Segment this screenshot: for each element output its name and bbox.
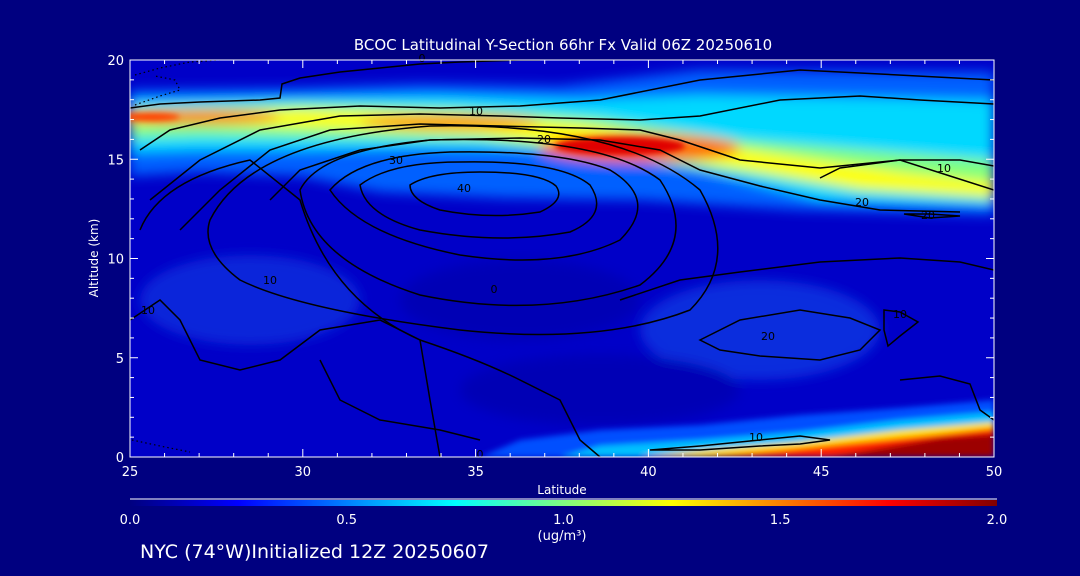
field-patch <box>140 255 360 345</box>
contour-line <box>130 299 441 457</box>
field-patch <box>400 260 640 340</box>
contour-label: 20 <box>761 330 775 343</box>
contour-label: 10 <box>263 274 277 287</box>
contour-label: 30 <box>389 154 403 167</box>
contour-line <box>698 309 882 361</box>
contour-line <box>359 161 598 239</box>
y-tick-label: 5 <box>116 352 124 367</box>
contour-label: 20 <box>921 209 935 222</box>
x-tick-label: 45 <box>813 465 830 480</box>
contour-label: 20 <box>537 133 551 146</box>
contour-label: 0 <box>477 448 484 461</box>
contour-line <box>131 439 191 453</box>
contour-label: 40 <box>457 182 471 195</box>
contour-line <box>329 151 639 261</box>
footer-info: NYC (74°W)Initialized 12Z 20250607 <box>140 541 489 563</box>
contour-label: 10 <box>893 308 907 321</box>
x-tick-label: 35 <box>467 465 484 480</box>
dotted-contours <box>131 60 221 453</box>
x-tick-label: 50 <box>986 465 1003 480</box>
x-tick-label: 40 <box>640 465 657 480</box>
x-tick-label: 25 <box>122 465 139 480</box>
colorbar-tick-label: 0.5 <box>336 513 357 528</box>
plume-orange <box>130 110 280 124</box>
field-patch <box>640 280 880 380</box>
contour-line <box>149 95 994 201</box>
contour-line <box>819 159 994 191</box>
heatmap-field <box>130 60 994 457</box>
contour-line <box>649 435 831 451</box>
contour-line <box>319 359 481 441</box>
x-axis: 25 30 35 40 45 50 <box>122 60 1003 480</box>
contour-line <box>269 137 961 213</box>
colorbar-tick-label: 1.5 <box>770 513 791 528</box>
colorbar-tick-label: 2.0 <box>987 513 1008 528</box>
contour-label: 10 <box>937 162 951 175</box>
y-axis: 0 5 10 15 20 <box>107 54 994 466</box>
contour-line <box>207 125 719 336</box>
plume-core <box>130 113 180 121</box>
colorbar-unit: (ug/m³) <box>538 529 587 544</box>
contour-line <box>299 138 677 307</box>
contour-label: 20 <box>855 196 869 209</box>
y-axis-label: Altitude (km) <box>87 219 101 298</box>
colorbar <box>130 500 997 506</box>
field-patch <box>460 355 740 425</box>
contour-line <box>903 213 961 219</box>
colorbar-tick-label: 1.0 <box>553 513 574 528</box>
contour-line <box>899 375 994 421</box>
x-tick-label: 30 <box>295 465 312 480</box>
contour-labels: 0 10 20 30 40 20 10 20 20 10 10 10 10 0 0 <box>141 52 951 461</box>
contour-label: 0 <box>491 283 498 296</box>
y-tick-label: 20 <box>107 54 124 69</box>
contour-label: 0 <box>419 52 426 65</box>
contour-lines <box>130 60 994 457</box>
y-tick-label: 15 <box>107 153 124 168</box>
contour-label: 10 <box>749 431 763 444</box>
x-axis-label: Latitude <box>537 483 586 497</box>
y-tick-label: 0 <box>116 451 124 466</box>
contour-line <box>139 159 601 457</box>
colorbar-ticks: 0.0 0.5 1.0 1.5 2.0 <box>120 513 1008 528</box>
contour-line <box>409 171 560 217</box>
colorbar-tick-label: 0.0 <box>120 513 141 528</box>
contour-label: 10 <box>141 304 155 317</box>
contour-line <box>619 257 994 301</box>
contour-line <box>130 60 540 109</box>
contour-line <box>134 60 221 76</box>
contour-line <box>139 69 994 151</box>
contour-line <box>883 309 920 348</box>
chart-title: BCOC Latitudinal Y-Section 66hr Fx Valid… <box>354 36 772 54</box>
y-tick-label: 10 <box>107 253 124 268</box>
surface-layer-core <box>830 434 994 457</box>
contour-label: 10 <box>469 105 483 118</box>
